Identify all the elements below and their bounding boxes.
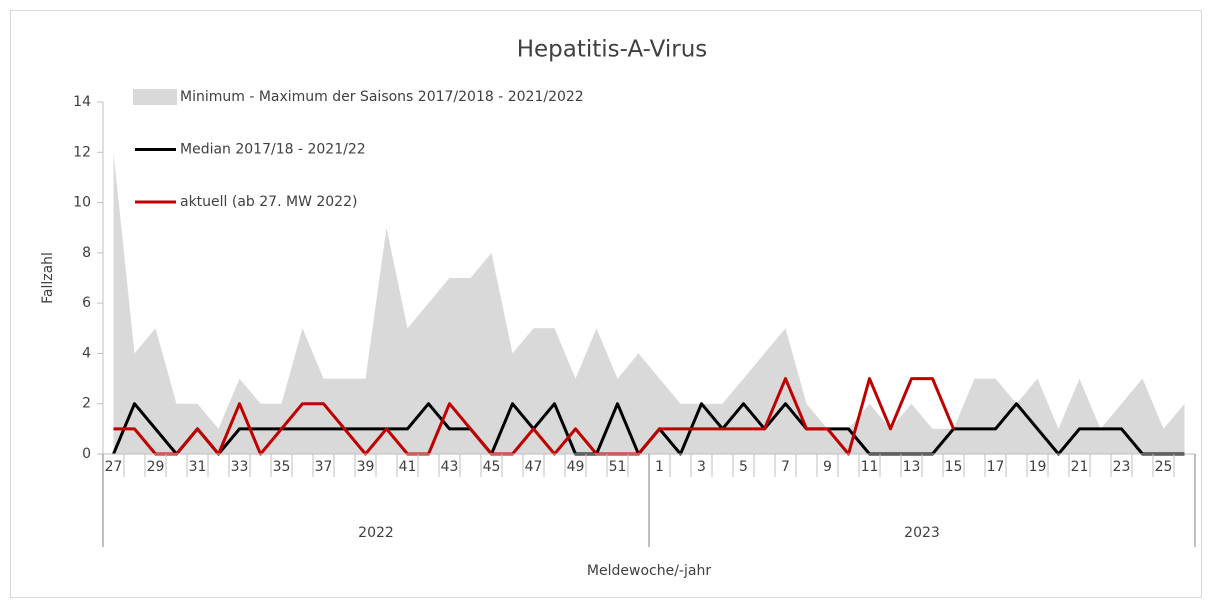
x-tick-label: 47	[525, 459, 543, 475]
x-tick-label: 13	[903, 459, 921, 475]
chart-title: Hepatitis-A-Virus	[517, 37, 708, 63]
x-tick-label: 23	[1113, 459, 1131, 475]
y-tick-label: 0	[82, 446, 91, 462]
group-label: 2022	[358, 525, 394, 541]
x-tick-label: 43	[441, 459, 459, 475]
legend-label: Median 2017/18 - 2021/22	[180, 142, 366, 158]
x-tick-label: 35	[273, 459, 291, 475]
range-area	[113, 152, 1185, 455]
x-tick-label: 21	[1071, 459, 1089, 475]
chart-border	[10, 10, 1202, 598]
y-tick-label: 6	[82, 295, 91, 311]
x-tick-label: 19	[1029, 459, 1047, 475]
legend-label: aktuell (ab 27. MW 2022)	[180, 194, 357, 210]
x-tick-label: 9	[823, 459, 832, 475]
x-tick-label: 45	[483, 459, 501, 475]
x-tick-label: 7	[781, 459, 790, 475]
x-tick-label: 17	[987, 459, 1005, 475]
x-tick-label: 31	[189, 459, 207, 475]
series-line	[113, 377, 955, 456]
x-tick-label: 41	[399, 459, 417, 475]
y-tick-label: 4	[82, 345, 91, 361]
x-tick-label: 51	[609, 459, 627, 475]
x-tick-label: 27	[105, 459, 123, 475]
y-tick-label: 10	[73, 195, 91, 211]
x-tick-label: 1	[655, 459, 664, 475]
x-tick-label: 3	[697, 459, 706, 475]
y-tick-label: 14	[73, 94, 91, 110]
group-label: 2023	[904, 525, 940, 541]
x-tick-label: 5	[739, 459, 748, 475]
y-axis-title: Fallzahl	[40, 252, 56, 304]
x-tick-label: 49	[567, 459, 585, 475]
x-tick-label: 33	[231, 459, 249, 475]
y-tick-label: 2	[82, 396, 91, 412]
x-tick-label: 11	[861, 459, 879, 475]
y-tick-label: 8	[82, 245, 91, 261]
x-tick-label: 39	[357, 459, 375, 475]
x-tick-label: 37	[315, 459, 333, 475]
legend-label: Minimum - Maximum der Saisons 2017/2018 …	[180, 89, 584, 105]
x-tick-label: 29	[147, 459, 165, 475]
legend-swatch	[133, 89, 177, 105]
x-tick-label: 25	[1155, 459, 1173, 475]
y-tick-label: 12	[73, 144, 91, 160]
x-tick-label: 15	[945, 459, 963, 475]
x-axis-title: Meldewoche/-jahr	[587, 563, 711, 579]
